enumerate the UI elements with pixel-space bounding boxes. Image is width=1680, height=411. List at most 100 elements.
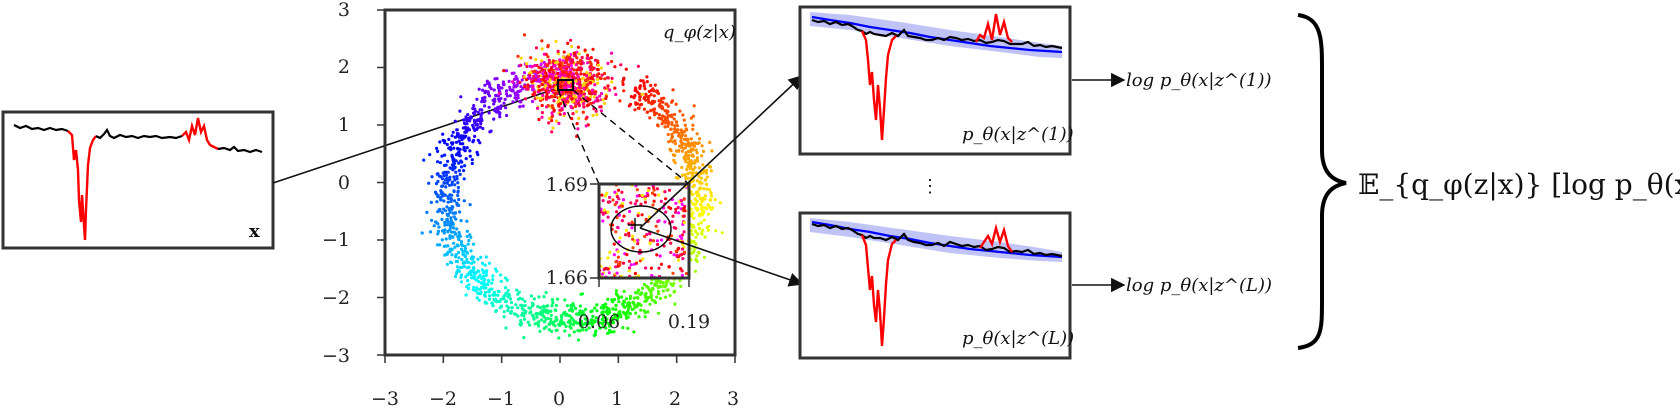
latent-point — [482, 283, 487, 287]
latent-point — [516, 314, 520, 318]
latent-point — [562, 66, 566, 70]
latent-point — [483, 83, 487, 87]
latent-point — [499, 96, 503, 101]
latent-point — [635, 295, 639, 299]
latent-point — [449, 196, 453, 201]
latent-point — [673, 124, 677, 128]
inset-point — [656, 219, 660, 224]
latent-point — [564, 56, 568, 61]
inset-point — [659, 199, 663, 203]
arrow-to-recon-1 — [639, 75, 804, 229]
latent-point — [589, 56, 593, 60]
latent-point — [496, 293, 500, 297]
latent-point — [598, 105, 602, 109]
latent-point — [668, 147, 672, 151]
latent-point — [493, 297, 498, 301]
latent-point — [646, 97, 651, 102]
latent-point — [550, 304, 554, 308]
latent-point — [591, 321, 595, 325]
latent-point — [540, 39, 544, 43]
latent-point — [642, 96, 646, 100]
latent-point — [701, 228, 705, 232]
inset-y-tick-0: 1.69 — [546, 174, 588, 196]
latent-point — [570, 308, 574, 312]
latent-point — [456, 235, 460, 239]
latent-point — [541, 87, 545, 91]
latent-point — [568, 94, 572, 98]
latent-point — [673, 112, 677, 117]
inset-point — [669, 241, 673, 245]
inset-point — [614, 265, 618, 269]
latent-point — [542, 52, 547, 56]
latent-point — [427, 181, 431, 185]
latent-point — [496, 107, 500, 111]
latent-point — [473, 271, 477, 275]
latent-point — [528, 323, 532, 327]
latent-point — [642, 81, 646, 85]
latent-point — [591, 113, 595, 118]
latent-point — [614, 303, 618, 307]
latent-point — [646, 95, 650, 99]
latent-point — [569, 64, 573, 68]
latent-point — [485, 282, 489, 286]
inset-point — [659, 262, 664, 266]
latent-point — [560, 313, 564, 317]
latent-point — [683, 146, 688, 150]
latent-point — [638, 85, 642, 89]
latent-point — [569, 104, 573, 108]
latent-point — [494, 109, 498, 114]
latent-point — [466, 279, 470, 283]
latent-point — [464, 115, 468, 119]
latent-point — [448, 193, 452, 197]
latent-point — [686, 155, 690, 159]
latent-point — [638, 103, 642, 107]
inset-point — [634, 261, 639, 265]
latent-point — [529, 71, 533, 75]
latent-point — [464, 275, 468, 279]
inset-sample-marker — [628, 218, 642, 232]
latent-point — [463, 254, 467, 258]
latent-point — [474, 123, 478, 127]
latent-point — [595, 73, 600, 77]
latent-point — [674, 129, 678, 133]
latent-point — [642, 84, 646, 88]
inset-point — [656, 242, 660, 247]
latent-point — [519, 85, 523, 89]
latent-point — [540, 47, 544, 51]
latent-point — [551, 322, 555, 326]
latent-point — [523, 317, 527, 321]
inset-point — [629, 263, 633, 267]
latent-point — [560, 320, 564, 324]
latent-point — [605, 321, 609, 325]
latent-point — [436, 172, 440, 176]
latent-point — [550, 130, 554, 134]
latent-point — [707, 204, 711, 208]
inset-point — [655, 187, 660, 191]
latent-point — [578, 58, 583, 63]
latent-point — [548, 322, 552, 326]
latent-point — [466, 126, 470, 130]
latent-point — [645, 110, 649, 114]
latent-point — [454, 272, 459, 276]
latent-point — [448, 178, 452, 182]
latent-point — [594, 316, 598, 320]
latent-point — [625, 304, 630, 308]
latent-point — [505, 278, 509, 282]
latent-point — [693, 229, 698, 233]
latent-point — [465, 285, 469, 289]
inset-point — [636, 242, 640, 246]
latent-point — [528, 311, 532, 315]
latent-point — [666, 132, 670, 137]
latent-point — [550, 119, 554, 123]
latent-point — [586, 56, 590, 60]
latent-point — [559, 66, 563, 71]
latent-point — [523, 75, 527, 79]
inset-sampling-ellipse — [610, 205, 672, 253]
latent-point — [508, 94, 512, 98]
inset-point — [605, 191, 609, 195]
latent-point — [538, 306, 543, 310]
latent-point — [561, 92, 565, 96]
latent-point — [519, 63, 523, 67]
latent-point — [444, 237, 448, 241]
